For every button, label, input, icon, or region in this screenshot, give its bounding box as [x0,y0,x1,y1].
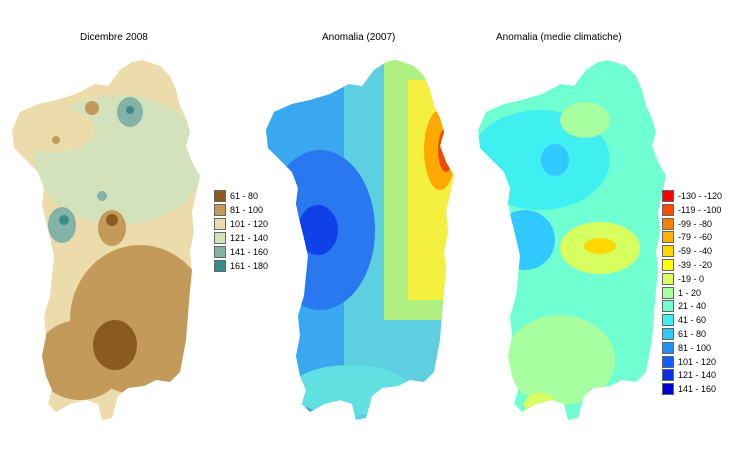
legend-swatch [662,286,674,299]
map-title-dicembre-2008: Dicembre 2008 [80,32,148,43]
zone-center-dark [106,214,118,226]
legend-swatch [662,203,674,216]
legend-label: -19 - 0 [678,273,705,284]
legend-swatch [662,369,674,382]
legend-swatch [662,355,674,368]
legend-label: 81 - 100 [678,342,712,353]
map3-south-green [505,315,615,405]
legend-entry: 81 - 100 [214,204,294,217]
legend-label: -79 - -60 [678,232,713,243]
legend-swatch [214,190,226,202]
legend-swatch [214,246,226,258]
legend-label: 21 - 40 [678,301,707,312]
legend-label: 81 - 100 [230,205,264,215]
legend-label: 101 - 120 [678,356,717,367]
legend-swatch [662,341,674,354]
zone-center-brown [98,210,126,246]
legend-label: -130 - -120 [678,191,723,201]
legend-entry: -39 - -20 [662,259,730,272]
map3-south-yellow [524,393,556,417]
legend-label: 121 - 140 [678,370,717,381]
legend-swatch [662,314,674,327]
zone-marghine [48,207,76,243]
legend-entry: -19 - 0 [662,272,730,286]
map3-ne-green [560,102,610,138]
legend-entry: 81 - 100 [662,341,730,355]
legend-swatch [662,231,674,244]
legend-entry: 101 - 120 [214,218,294,231]
map3-north-blue [541,144,569,176]
legend-label: 1 - 20 [678,287,702,298]
legend-swatch [662,217,674,230]
legend-swatch [214,260,226,272]
legend-label: 121 - 140 [230,233,269,243]
legend-label: 61 - 80 [678,329,707,339]
legend-entry: 41 - 60 [662,314,730,327]
map1-zones [15,95,200,400]
zone-north-tan [15,108,95,152]
map2-west-core [298,205,338,255]
legend-swatch [214,218,226,230]
legend-entry: 1 - 20 [662,286,730,300]
legend-entry: -59 - -40 [662,245,730,258]
legend-swatch [662,272,674,285]
map2-east-yellow [408,80,454,300]
legend-entry: 61 - 80 [214,190,294,203]
map-title-anomalia-medie: Anomalia (medie climatiche) [496,32,622,43]
legend-entry: -119 - -100 [662,203,730,217]
legend-swatch [662,245,674,258]
zone-limbara-core [126,106,134,114]
map2-south-cyan [290,365,410,415]
legend-label: 141 - 160 [678,384,717,395]
legend-entry: 101 - 120 [662,355,730,369]
map-title-anomalia-2007: Anomalia (2007) [322,32,396,43]
legend-label: 161 - 180 [230,261,269,271]
legend-label: 41 - 60 [678,315,707,326]
zone-southeast-dark [93,320,137,370]
map3-center-core [584,238,616,254]
zone-small-west [52,136,60,144]
legend-entry: -99 - -80 [662,217,730,231]
legend-entry: 141 - 160 [214,246,294,259]
map-dicembre-2008 [12,60,200,420]
legend-swatch [662,300,674,313]
legend-dicembre-2008: 61 - 80 81 - 100 101 - 120 121 - 140 141 - 1… [214,190,294,274]
zone-small-north [85,101,99,115]
legend-entry: 21 - 40 [662,300,730,313]
map2-east-red [438,128,454,172]
legend-swatch [662,190,674,202]
legend-label: -99 - -80 [678,218,713,229]
legend-label: 61 - 80 [230,191,259,201]
legend-entry: 61 - 80 [662,328,730,341]
legend-entry: -79 - -60 [662,231,730,244]
map-anomalia-medie [478,60,666,420]
legend-entry: -130 - -120 [662,190,730,203]
legend-label: 101 - 120 [230,219,269,229]
legend-label: -39 - -20 [678,260,713,270]
legend-label: -119 - -100 [678,204,722,215]
legend-swatch [662,383,674,396]
legend-entry: 121 - 140 [662,369,730,382]
legend-swatch [662,328,674,340]
legend-label: 141 - 160 [230,247,269,257]
legend-swatch [214,204,226,216]
legend-entry: 141 - 160 [662,383,730,396]
legend-entry: 121 - 140 [214,232,294,245]
legend-swatch [214,232,226,244]
legend-entry: 161 - 180 [214,260,294,273]
legend-anomalia-medie: -130 - -120 -119 - -100 -99 - -80 -79 - -60… [662,190,730,400]
zone-small-gallura [97,191,107,201]
map3-nw-blue [495,210,555,270]
zone-marghine-core [59,215,69,225]
legend-label: -59 - -40 [678,246,713,257]
legend-swatch [662,259,674,271]
